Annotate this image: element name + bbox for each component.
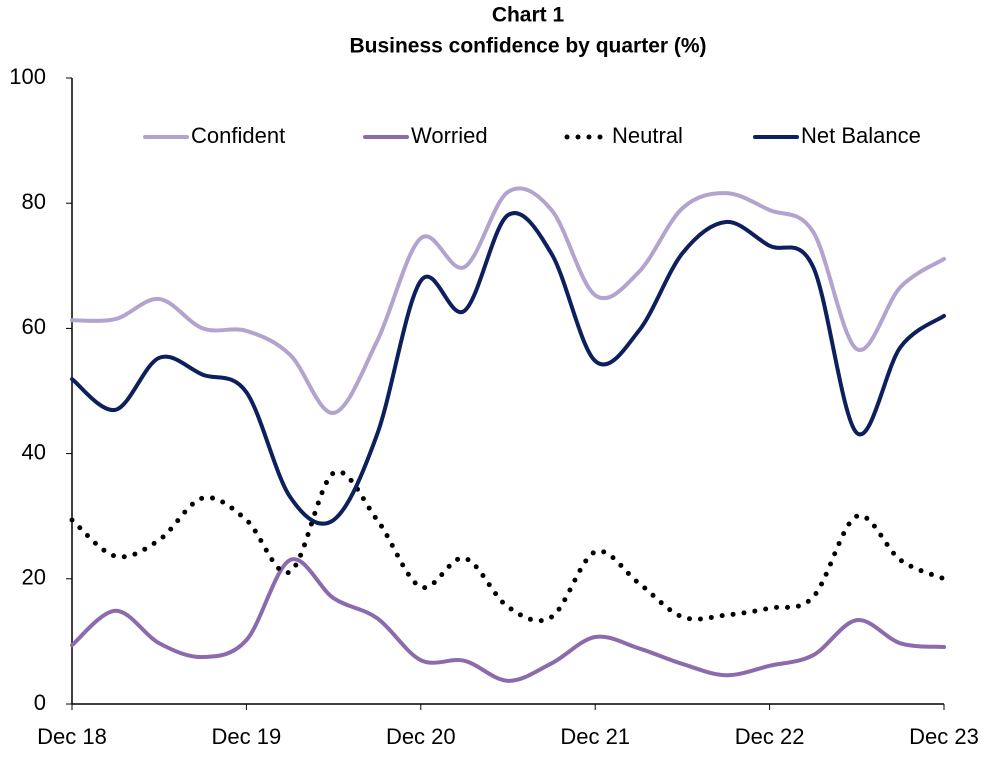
legend-label: Neutral	[612, 123, 683, 148]
chart-subtitle: Business confidence by quarter (%)	[349, 35, 706, 58]
legend-label: Worried	[411, 123, 488, 148]
line-series	[70, 557, 946, 683]
legend-label: Confident	[191, 123, 285, 148]
line-series	[69, 469, 947, 624]
x-tick-label: Dec 19	[212, 724, 282, 749]
y-tick-label: 20	[22, 565, 46, 590]
line-series	[70, 186, 946, 415]
x-tick-label: Dec 22	[735, 724, 805, 749]
y-tick-label: 60	[22, 314, 46, 339]
x-tick-label: Dec 20	[386, 724, 456, 749]
y-tick-label: 100	[9, 64, 46, 89]
x-tick-label: Dec 18	[37, 724, 107, 749]
x-tick-label: Dec 23	[909, 724, 979, 749]
line-series	[70, 211, 946, 526]
chart-title: Chart 1	[492, 4, 565, 27]
y-tick-label: 0	[34, 690, 46, 715]
x-tick-label: Dec 21	[560, 724, 630, 749]
y-tick-label: 40	[22, 439, 46, 464]
y-tick-label: 80	[22, 189, 46, 214]
legend-label: Net Balance	[801, 123, 921, 148]
